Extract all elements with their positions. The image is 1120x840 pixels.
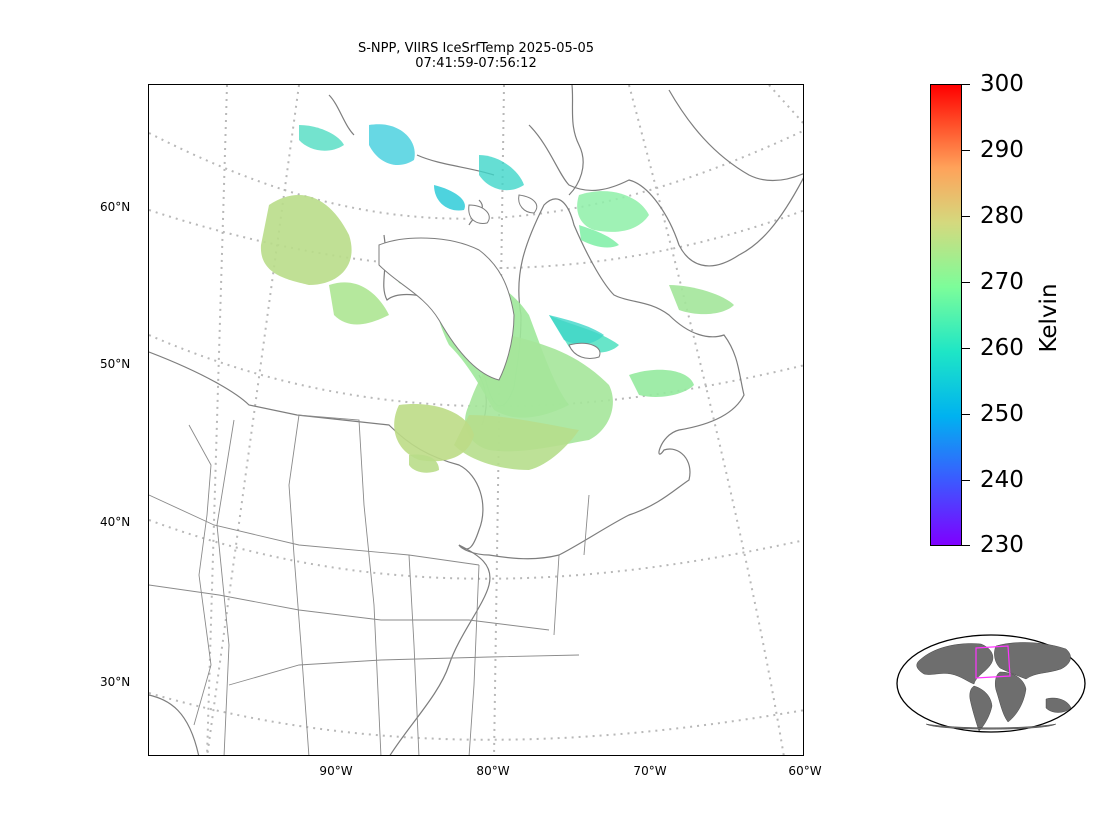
cb-label-240: 240	[980, 467, 1024, 493]
lat-label-60n: 60°N	[100, 200, 131, 214]
water-bodies	[378, 194, 601, 381]
cb-tick	[962, 150, 970, 151]
lon-label-60w: 60°W	[788, 764, 822, 778]
lat-label-30n: 30°N	[100, 675, 131, 689]
cb-label-270: 270	[980, 269, 1024, 295]
map-panel	[148, 84, 804, 756]
lon-label-80w: 80°W	[476, 764, 510, 778]
colorbar	[930, 84, 962, 546]
cb-tick	[962, 348, 970, 349]
cb-label-230: 230	[980, 532, 1024, 558]
map-extent-box	[975, 645, 1011, 679]
lon-label-70w: 70°W	[633, 764, 667, 778]
cb-tick	[962, 414, 970, 415]
cb-label-260: 260	[980, 335, 1024, 361]
lon-label-90w: 90°W	[319, 764, 353, 778]
cb-tick	[962, 545, 970, 546]
colorbar-title: Kelvin	[1036, 283, 1062, 353]
cb-label-290: 290	[980, 137, 1024, 163]
overview-globe	[896, 634, 1086, 733]
cb-tick	[962, 282, 970, 283]
cb-tick	[962, 84, 970, 85]
cb-label-280: 280	[980, 203, 1024, 229]
cb-label-300: 300	[980, 71, 1024, 97]
state-borders	[149, 414, 590, 755]
cb-tick	[962, 216, 970, 217]
cb-tick	[962, 480, 970, 481]
lat-label-50n: 50°N	[100, 357, 131, 371]
title-line-2: 07:41:59-07:56:12	[415, 56, 537, 71]
map-title: S-NPP, VIIRS IceSrfTemp 2025-05-05 07:41…	[276, 41, 676, 71]
cb-label-250: 250	[980, 401, 1024, 427]
overview-continents	[916, 642, 1072, 732]
map-canvas	[149, 85, 803, 755]
title-line-1: S-NPP, VIIRS IceSrfTemp 2025-05-05	[357, 41, 595, 56]
lat-label-40n: 40°N	[100, 515, 131, 529]
